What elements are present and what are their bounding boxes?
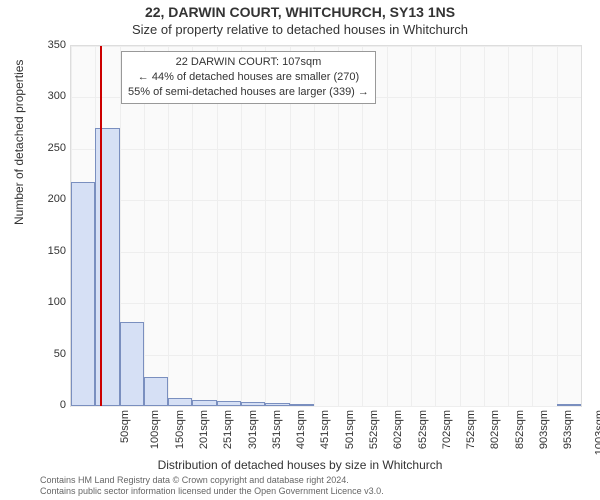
x-tick-label: 552sqm	[368, 410, 380, 449]
x-tick-label: 201sqm	[198, 410, 210, 449]
annotation-line-2: ← 44% of detached houses are smaller (27…	[128, 70, 369, 85]
x-tick-label: 602sqm	[392, 410, 404, 449]
gridline	[71, 303, 581, 304]
x-axis-title: Distribution of detached houses by size …	[0, 458, 600, 472]
x-tick-label: 451sqm	[320, 410, 332, 449]
x-tick-label: 150sqm	[174, 410, 186, 449]
annotation-line-1: 22 DARWIN COURT: 107sqm	[128, 55, 369, 70]
gridline	[71, 46, 581, 47]
attribution-footer: Contains HM Land Registry data © Crown c…	[40, 475, 384, 497]
annotation-box: 22 DARWIN COURT: 107sqm← 44% of detached…	[121, 51, 376, 104]
gridline	[71, 355, 581, 356]
gridline	[71, 149, 581, 150]
y-tick-label: 150	[36, 245, 66, 257]
gridline	[484, 46, 485, 406]
x-tick-label: 1003sqm	[593, 410, 600, 455]
y-axis-title: Number of detached properties	[12, 60, 26, 225]
x-tick-label: 401sqm	[295, 410, 307, 449]
gridline	[435, 46, 436, 406]
x-tick-label: 301sqm	[247, 410, 259, 449]
x-tick-label: 752sqm	[465, 410, 477, 449]
y-tick-label: 0	[36, 399, 66, 411]
histogram-bar	[265, 403, 289, 406]
gridline	[508, 46, 509, 406]
histogram-bar	[168, 398, 192, 406]
histogram-bar	[144, 377, 168, 406]
gridline	[411, 46, 412, 406]
y-tick-label: 200	[36, 193, 66, 205]
gridline	[71, 406, 581, 407]
x-tick-label: 802sqm	[490, 410, 502, 449]
histogram-bar	[290, 404, 314, 406]
x-tick-label: 702sqm	[441, 410, 453, 449]
chart-title: Size of property relative to detached ho…	[0, 22, 600, 37]
histogram-bar	[217, 401, 241, 406]
y-tick-label: 50	[36, 348, 66, 360]
y-tick-label: 100	[36, 296, 66, 308]
x-tick-label: 501sqm	[344, 410, 356, 449]
histogram-bar	[71, 182, 95, 406]
plot-area: 22 DARWIN COURT: 107sqm← 44% of detached…	[70, 45, 582, 407]
histogram-bar	[192, 400, 216, 406]
gridline	[557, 46, 558, 406]
x-tick-label: 652sqm	[417, 410, 429, 449]
gridline	[71, 252, 581, 253]
x-tick-label: 100sqm	[150, 410, 162, 449]
footer-line-2: Contains public sector information licen…	[40, 486, 384, 497]
x-tick-label: 953sqm	[562, 410, 574, 449]
histogram-bar	[120, 322, 144, 406]
y-tick-label: 350	[36, 39, 66, 51]
x-tick-label: 903sqm	[538, 410, 550, 449]
x-tick-label: 251sqm	[222, 410, 234, 449]
gridline	[532, 46, 533, 406]
histogram-bar	[95, 128, 119, 406]
gridline	[387, 46, 388, 406]
y-tick-label: 250	[36, 142, 66, 154]
gridline	[71, 200, 581, 201]
gridline	[460, 46, 461, 406]
footer-line-1: Contains HM Land Registry data © Crown c…	[40, 475, 384, 486]
histogram-bar	[557, 404, 581, 406]
y-tick-label: 300	[36, 90, 66, 102]
chart-supertitle: 22, DARWIN COURT, WHITCHURCH, SY13 1NS	[0, 4, 600, 20]
histogram-bar	[241, 402, 265, 406]
annotation-line-3: 55% of semi-detached houses are larger (…	[128, 85, 369, 100]
x-tick-label: 50sqm	[119, 410, 131, 443]
property-marker-line	[100, 46, 102, 406]
x-tick-label: 852sqm	[514, 410, 526, 449]
x-tick-label: 351sqm	[271, 410, 283, 449]
